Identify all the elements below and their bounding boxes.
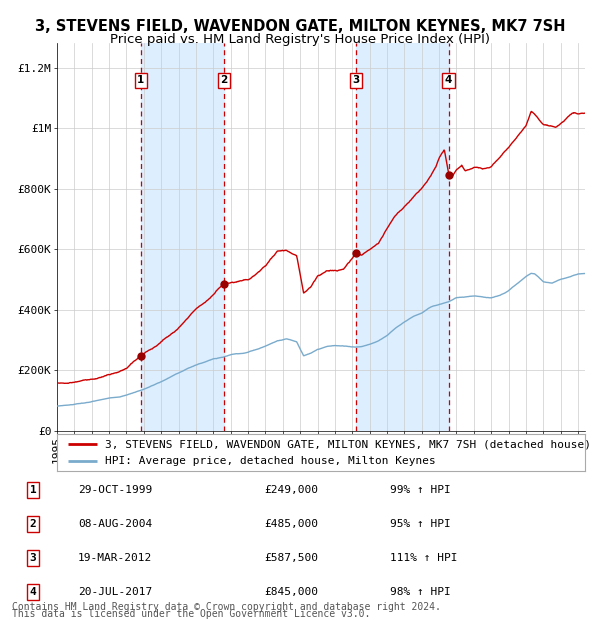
Text: Price paid vs. HM Land Registry's House Price Index (HPI): Price paid vs. HM Land Registry's House …: [110, 33, 490, 46]
Text: 4: 4: [445, 75, 452, 85]
Text: 29-OCT-1999: 29-OCT-1999: [78, 485, 152, 495]
Text: 20-JUL-2017: 20-JUL-2017: [78, 587, 152, 597]
Text: 4: 4: [29, 587, 37, 597]
Text: 111% ↑ HPI: 111% ↑ HPI: [390, 553, 458, 563]
Text: £845,000: £845,000: [264, 587, 318, 597]
Text: Contains HM Land Registry data © Crown copyright and database right 2024.: Contains HM Land Registry data © Crown c…: [12, 602, 441, 612]
Text: 1: 1: [29, 485, 37, 495]
Text: 99% ↑ HPI: 99% ↑ HPI: [390, 485, 451, 495]
Text: 3, STEVENS FIELD, WAVENDON GATE, MILTON KEYNES, MK7 7SH (detached house): 3, STEVENS FIELD, WAVENDON GATE, MILTON …: [104, 440, 590, 450]
Text: 08-AUG-2004: 08-AUG-2004: [78, 519, 152, 529]
Text: 95% ↑ HPI: 95% ↑ HPI: [390, 519, 451, 529]
Text: HPI: Average price, detached house, Milton Keynes: HPI: Average price, detached house, Milt…: [104, 456, 435, 466]
Text: £587,500: £587,500: [264, 553, 318, 563]
Text: 19-MAR-2012: 19-MAR-2012: [78, 553, 152, 563]
Text: £249,000: £249,000: [264, 485, 318, 495]
Text: 3, STEVENS FIELD, WAVENDON GATE, MILTON KEYNES, MK7 7SH: 3, STEVENS FIELD, WAVENDON GATE, MILTON …: [35, 19, 565, 33]
Text: 98% ↑ HPI: 98% ↑ HPI: [390, 587, 451, 597]
Text: 2: 2: [220, 75, 227, 85]
Text: £485,000: £485,000: [264, 519, 318, 529]
Text: This data is licensed under the Open Government Licence v3.0.: This data is licensed under the Open Gov…: [12, 609, 370, 619]
Text: 1: 1: [137, 75, 145, 85]
Bar: [141, 43, 224, 431]
Text: 2: 2: [29, 519, 37, 529]
Text: 3: 3: [29, 553, 37, 563]
Bar: [356, 43, 449, 431]
Text: 3: 3: [352, 75, 360, 85]
